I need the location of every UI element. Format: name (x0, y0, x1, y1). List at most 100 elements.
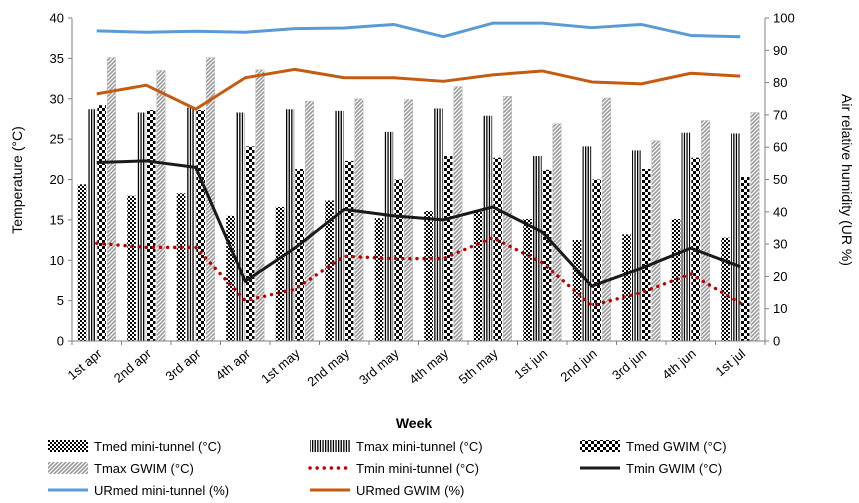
bar-tmax-mini-tunnel-c-6 (384, 131, 394, 341)
series-line-urmed-gwim (96, 67, 741, 111)
legend-label: URmed GWIM (%) (356, 483, 464, 498)
y2-tick-label: 30 (773, 237, 787, 252)
x-tick-label: 3rd may (356, 345, 402, 387)
bar-tmax-gwim-c-5 (354, 98, 364, 342)
y-tick-label: 30 (50, 91, 64, 106)
bar-tmed-mini-tunnel-c-12 (671, 219, 681, 341)
bar-tmax-mini-tunnel-c-3 (236, 112, 245, 341)
series-line-tmin-gwim-c (96, 159, 741, 288)
x-tick-label: 5th may (456, 345, 501, 387)
bar-tmed-mini-tunnel-c-7 (424, 210, 433, 341)
bar-tmax-gwim-c-10 (601, 97, 612, 342)
x-tick-label: 2nd jun (557, 346, 599, 385)
bar-tmed-mini-tunnel-c-8 (473, 210, 483, 341)
bar-tmed-mini-tunnel-c-13 (721, 237, 730, 341)
legend-item-tmax-gwim-c: Tmax GWIM (°C) (48, 461, 194, 476)
bar-tmed-mini-tunnel-c-9 (523, 219, 532, 341)
bar-tmed-gwim-c-5 (344, 160, 354, 341)
legend-item-urmed-gwim: URmed GWIM (%) (310, 483, 464, 498)
bar-tmax-mini-tunnel-c-9 (533, 156, 542, 341)
x-tick-label: 2nd may (304, 345, 352, 389)
x-tick-label: 1st jul (713, 346, 749, 379)
bar-tmed-mini-tunnel-c-11 (622, 234, 631, 341)
bar-tmax-mini-tunnel-c-13 (731, 133, 740, 341)
x-tick-label: 4th may (406, 345, 451, 387)
y-tick-label: 25 (50, 132, 64, 147)
bar-tmax-mini-tunnel-c-11 (632, 150, 641, 341)
x-tick-label: 4th jun (659, 346, 699, 383)
bar-tmed-mini-tunnel-c-0 (77, 184, 87, 341)
y-tick-label: 10 (50, 253, 64, 268)
legend-label: Tmin GWIM (°C) (626, 461, 722, 476)
legend-item-tmin-mini-tunnel-c: Tmin mini-tunnel (°C) (308, 461, 479, 476)
bar-tmed-mini-tunnel-c-6 (374, 218, 384, 341)
y2-tick-label: 50 (773, 172, 787, 187)
bar-tmed-mini-tunnel-c-1 (127, 195, 136, 341)
bar-tmax-mini-tunnel-c-2 (186, 107, 196, 341)
x-tick-label: 3rd jun (609, 346, 649, 383)
y-tick-label: 40 (50, 11, 64, 26)
bar-tmax-gwim-c-11 (651, 140, 661, 342)
bar-tmax-gwim-c-0 (106, 57, 117, 342)
legend-item-tmax-mini-tunnel-c: Tmax mini-tunnel (°C) (310, 439, 483, 454)
y-tick-label: 20 (50, 172, 64, 187)
legend-item-urmed-mini-tunnel: URmed mini-tunnel (%) (48, 483, 229, 498)
y2-tick-label: 100 (773, 11, 795, 26)
y2-tick-label: 80 (773, 75, 787, 90)
bar-tmed-mini-tunnel-c-5 (325, 200, 334, 341)
bar-tmed-gwim-c-6 (394, 179, 403, 341)
legend-label: URmed mini-tunnel (%) (94, 483, 229, 498)
y2-tick-label: 60 (773, 140, 787, 155)
bar-tmax-mini-tunnel-c-10 (582, 146, 592, 341)
bar-tmed-gwim-c-11 (641, 169, 651, 341)
bar-tmed-mini-tunnel-c-4 (275, 206, 285, 341)
series-line-urmed-mini-tunnel (96, 21, 741, 39)
bar-tmed-gwim-c-3 (245, 146, 255, 341)
legend-label: Tmed GWIM (°C) (626, 439, 727, 454)
bar-tmed-gwim-c-10 (592, 179, 601, 341)
bar-tmed-gwim-c-4 (295, 169, 304, 341)
bar-tmed-gwim-c-1 (146, 110, 156, 341)
legend: Tmed mini-tunnel (°C) Tmax mini-tunnel (°… (48, 439, 727, 498)
y-tick-label: 0 (57, 334, 64, 349)
bar-tmax-gwim-c-13 (750, 112, 760, 342)
y-axis-title: Temperature (°C) (9, 126, 25, 234)
y2-tick-label: 90 (773, 43, 787, 58)
legend-swatch (48, 462, 88, 474)
bar-tmed-mini-tunnel-c-10 (572, 240, 582, 341)
x-tick-label: 4th apr (213, 345, 254, 383)
y2-tick-label: 0 (773, 334, 780, 349)
bar-tmax-mini-tunnel-c-5 (335, 110, 344, 341)
legend-swatch (310, 440, 350, 452)
legend-label: Tmed mini-tunnel (°C) (94, 439, 221, 454)
y2-tick-label: 20 (773, 269, 787, 284)
series-line-tmin-mini-tunnel-c (95, 235, 742, 308)
x-tick-label: 1st jun (511, 346, 550, 382)
y2-tick-label: 70 (773, 107, 787, 122)
y-tick-label: 5 (57, 293, 64, 308)
line-layer (95, 21, 742, 308)
x-axis-title: Week (396, 415, 433, 431)
bar-tmed-gwim-c-9 (542, 169, 552, 341)
bar-tmax-gwim-c-8 (502, 96, 512, 342)
x-tick-label: 2nd apr (111, 345, 155, 385)
legend-label: Tmin mini-tunnel (°C) (356, 461, 479, 476)
bar-tmed-gwim-c-0 (97, 105, 106, 342)
y-tick-label: 35 (50, 51, 64, 66)
bar-tmax-gwim-c-3 (255, 69, 265, 342)
x-tick-label: 1st apr (65, 345, 106, 382)
bar-tmax-gwim-c-6 (403, 99, 413, 342)
legend-label: Tmax mini-tunnel (°C) (356, 439, 483, 454)
bar-tmed-mini-tunnel-c-3 (226, 215, 235, 341)
bar-tmed-gwim-c-2 (196, 110, 205, 341)
x-tick-label: 1st may (258, 345, 303, 386)
y-tick-label: 15 (50, 212, 64, 227)
bar-tmax-mini-tunnel-c-0 (87, 109, 97, 341)
y2-axis-title: Air relative humidity (UR %) (839, 94, 855, 266)
legend-item-tmed-gwim-c: Tmed GWIM (°C) (580, 439, 727, 454)
x-tick-label: 3rd apr (162, 345, 204, 383)
legend-label: Tmax GWIM (°C) (94, 461, 194, 476)
y2-tick-label: 10 (773, 301, 787, 316)
legend-swatch (580, 440, 620, 452)
